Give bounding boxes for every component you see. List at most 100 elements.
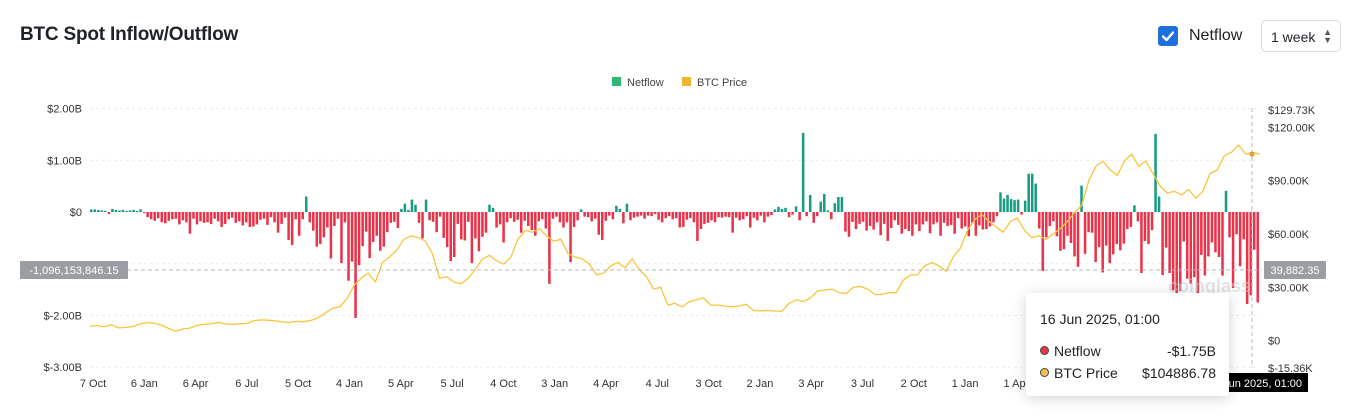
x-tick-label: 6 Apr — [183, 378, 209, 390]
netflow-bar — [854, 212, 858, 230]
netflow-bar — [569, 212, 572, 263]
y-right-tick-label: $90.00K — [1268, 176, 1310, 188]
chart-tooltip: 16 Jun 2025, 01:00 Netflow -$1.75B BTC P… — [1026, 293, 1229, 396]
netflow-bar — [660, 212, 664, 223]
netflow-bar — [815, 212, 819, 217]
netflow-bar — [625, 203, 629, 212]
netflow-bar — [847, 212, 851, 237]
netflow-bar — [840, 197, 844, 212]
netflow-bar — [220, 212, 223, 227]
netflow-bar — [801, 132, 805, 212]
netflow-bar — [971, 212, 974, 223]
netflow-bar — [93, 209, 97, 212]
netflow-bar — [1147, 212, 1150, 245]
crosshair-x-value: 16 Jun 2025, 01:00 — [1208, 378, 1302, 390]
netflow-bar — [276, 212, 280, 233]
netflow-bar — [914, 212, 918, 225]
netflow-bar — [452, 212, 456, 257]
x-tick-label: 4 Oct — [490, 378, 516, 390]
period-select[interactable]: 1 week ▲ ▼ — [1261, 20, 1341, 52]
netflow-bar — [488, 204, 491, 212]
period-select-value: 1 week — [1271, 29, 1316, 45]
netflow-bar — [741, 212, 745, 220]
netflow-bar — [216, 212, 220, 222]
netflow-toggle-label[interactable]: Netflow — [1189, 27, 1243, 44]
x-tick-label: 4 Apr — [593, 378, 619, 390]
netflow-bar — [174, 212, 178, 219]
netflow-bar — [1023, 200, 1027, 212]
netflow-bar — [1242, 212, 1245, 240]
netflow-bar — [435, 212, 438, 233]
netflow-bar — [1182, 212, 1186, 242]
netflow-bar — [1189, 212, 1193, 284]
netflow-bar — [826, 210, 830, 212]
netflow-bar — [297, 212, 301, 236]
netflow-bar — [121, 209, 125, 212]
x-tick-label: 3 Apr — [798, 378, 824, 390]
netflow-bar — [734, 212, 738, 218]
tooltip-netflow-value: -$1.75B — [1166, 343, 1216, 359]
netflow-bar — [1041, 212, 1045, 271]
netflow-bar — [1143, 212, 1147, 241]
netflow-bar — [326, 212, 329, 228]
netflow-bar — [361, 212, 364, 247]
netflow-bar — [287, 212, 290, 240]
netflow-bar — [181, 212, 185, 221]
price-point-marker — [1249, 151, 1255, 157]
x-tick-label: 6 Jul — [235, 378, 258, 390]
netflow-bar — [445, 212, 449, 248]
netflow-bar — [597, 212, 601, 235]
netflow-bar — [315, 212, 319, 247]
netflow-bar — [650, 212, 653, 217]
netflow-checkbox[interactable] — [1158, 26, 1178, 46]
netflow-bar — [375, 212, 378, 236]
legend-swatch — [612, 77, 621, 86]
netflow-bar — [407, 209, 410, 212]
netflow-bar — [583, 212, 586, 217]
netflow-bar — [766, 212, 770, 217]
netflow-bar — [682, 212, 685, 227]
netflow-bar — [1178, 212, 1182, 292]
netflow-bar — [812, 212, 815, 223]
netflow-bar — [713, 212, 717, 223]
netflow-bar — [844, 212, 847, 232]
watermark-text: coinglass — [1168, 276, 1251, 296]
netflow-bar — [1245, 212, 1249, 305]
netflow-bar — [1129, 212, 1133, 227]
netflow-bar — [1083, 212, 1087, 254]
netflow-bar — [505, 212, 509, 223]
y-left-tick-label: $-2.00B — [43, 310, 82, 322]
netflow-bar — [1171, 212, 1175, 291]
netflow-bar — [907, 212, 911, 232]
netflow-bar — [823, 193, 826, 212]
netflow-bar — [1210, 212, 1214, 243]
netflow-bar — [410, 199, 414, 212]
netflow-bar — [562, 212, 565, 228]
netflow-bar — [294, 212, 297, 220]
netflow-bar — [209, 212, 213, 224]
netflow-bar — [875, 212, 879, 223]
netflow-bar — [424, 199, 428, 212]
netflow-bar — [727, 212, 731, 218]
netflow-bar — [946, 212, 949, 226]
netflow-bar — [283, 212, 287, 218]
netflow-bar — [502, 212, 505, 243]
netflow-bar — [340, 212, 343, 264]
netflow-bar — [646, 212, 650, 216]
netflow-bar — [667, 212, 671, 217]
netflow-bar — [657, 212, 660, 220]
netflow-bar — [290, 212, 294, 246]
crosshair-right-value: 39,882.35 — [1271, 265, 1320, 277]
tooltip-price-value: $104886.78 — [1142, 365, 1216, 381]
netflow-bar — [911, 212, 914, 236]
netflow-bar — [981, 212, 985, 230]
netflow-bar — [1235, 212, 1238, 235]
netflow-bar — [171, 212, 174, 220]
netflow-bar — [354, 212, 357, 318]
netflow-bar — [185, 212, 188, 223]
netflow-bar — [1150, 212, 1154, 231]
netflow-bar — [1045, 212, 1048, 238]
netflow-bar — [593, 212, 597, 219]
netflow-bar — [403, 203, 407, 212]
netflow-bar — [904, 212, 907, 230]
